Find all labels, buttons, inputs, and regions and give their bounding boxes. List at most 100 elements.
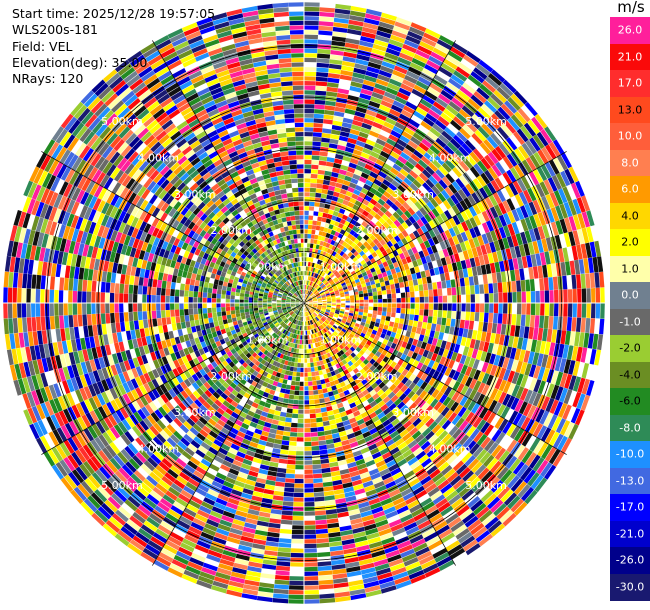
velocity-cell [365, 250, 372, 257]
velocity-cell [139, 268, 146, 278]
velocity-cell [315, 85, 327, 91]
velocity-cell [197, 87, 210, 97]
velocity-cell [304, 104, 315, 109]
velocity-cell [160, 295, 166, 303]
velocity-cell [532, 199, 542, 214]
velocity-cell [367, 134, 378, 143]
velocity-cell [211, 154, 221, 163]
velocity-cell [212, 312, 217, 318]
velocity-cell [160, 97, 173, 108]
velocity-cell [308, 271, 311, 276]
velocity-cell [227, 13, 244, 21]
velocity-cell [343, 210, 351, 217]
velocity-cell [537, 149, 549, 164]
velocity-cell [521, 105, 535, 120]
velocity-cell [289, 30, 304, 35]
velocity-cell [267, 237, 273, 243]
velocity-cell [470, 71, 485, 84]
velocity-cell [209, 167, 219, 176]
velocity-cell [409, 224, 417, 233]
velocity-cell [21, 288, 27, 303]
velocity-cell [333, 162, 342, 169]
velocity-cell [321, 278, 326, 283]
velocity-cell [322, 286, 327, 291]
velocity-cell [182, 57, 197, 68]
velocity-cell [171, 36, 188, 47]
velocity-cell [257, 155, 266, 162]
velocity-cell [438, 266, 445, 275]
velocity-cell [321, 132, 331, 139]
velocity-cell [354, 200, 362, 207]
velocity-cell [63, 277, 69, 291]
velocity-cell [248, 215, 256, 222]
velocity-cell [432, 236, 440, 245]
velocity-cell [287, 141, 296, 147]
velocity-cell [321, 294, 326, 298]
velocity-cell [180, 283, 185, 291]
velocity-cell [310, 293, 314, 297]
velocity-cell [484, 119, 497, 133]
velocity-cell [213, 121, 225, 130]
velocity-cell [3, 287, 8, 303]
velocity-cell [3, 318, 9, 335]
velocity-cell [204, 276, 210, 283]
velocity-cell [310, 267, 314, 272]
velocity-cell [591, 288, 596, 303]
velocity-cell [258, 305, 263, 308]
velocity-cell [257, 249, 264, 255]
velocity-cell [304, 145, 313, 151]
velocity-cell [456, 89, 470, 102]
velocity-cell [254, 65, 267, 72]
velocity-cell [387, 298, 392, 303]
velocity-cell [358, 97, 370, 105]
velocity-cell [350, 235, 357, 242]
velocity-cell [500, 271, 507, 283]
velocity-cell [290, 48, 304, 53]
velocity-cell [578, 259, 585, 274]
velocity-cell [408, 240, 416, 249]
velocity-cell [352, 265, 358, 271]
velocity-cell [204, 125, 216, 135]
velocity-cell [114, 293, 119, 303]
velocity-cell [378, 299, 383, 303]
velocity-cell [205, 188, 214, 197]
velocity-cell [340, 294, 345, 298]
velocity-cell [299, 206, 304, 211]
velocity-cell [156, 310, 162, 319]
velocity-cell [474, 110, 488, 123]
velocity-cell [480, 103, 494, 117]
velocity-cell [209, 277, 215, 284]
velocity-cell [422, 94, 435, 105]
velocity-cell [283, 169, 291, 175]
velocity-cell [288, 150, 297, 156]
velocity-cell [106, 72, 121, 86]
velocity-cell [291, 225, 297, 230]
velocity-cell [459, 199, 469, 211]
velocity-cell [424, 90, 438, 101]
velocity-cell [415, 176, 425, 185]
velocity-cell [375, 220, 383, 228]
velocity-cell [403, 177, 413, 186]
velocity-cell [119, 293, 124, 303]
velocity-cell [101, 323, 108, 335]
velocity-cell [405, 292, 410, 298]
velocity-cell [282, 221, 288, 227]
velocity-cell [306, 280, 309, 285]
velocity-cell [304, 238, 308, 243]
velocity-cell [339, 292, 345, 296]
velocity-cell [466, 154, 477, 166]
velocity-cell [313, 206, 320, 212]
velocity-cell [352, 225, 359, 232]
velocity-cell [302, 284, 304, 290]
velocity-cell [293, 234, 298, 239]
velocity-cell [49, 303, 54, 317]
velocity-cell [451, 287, 457, 296]
velocity-cell [337, 197, 344, 204]
velocity-cell [451, 180, 462, 192]
velocity-cell [412, 260, 419, 268]
velocity-cell [448, 170, 459, 181]
velocity-cell [305, 294, 308, 299]
velocity-cell [537, 226, 546, 240]
velocity-cell [366, 269, 372, 275]
velocity-cell [295, 141, 304, 146]
